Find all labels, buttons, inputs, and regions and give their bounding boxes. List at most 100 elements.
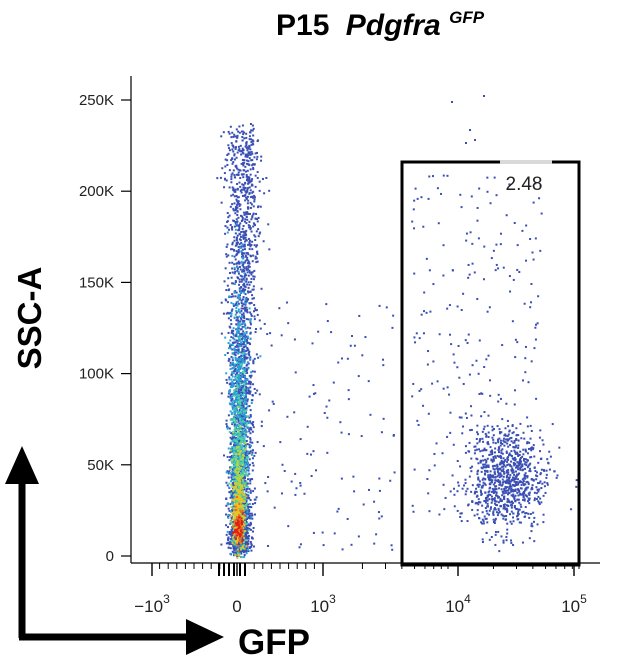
scatter-point <box>245 515 248 518</box>
scatter-point <box>230 323 233 326</box>
scatter-point <box>551 423 554 426</box>
scatter-point <box>248 248 251 251</box>
scatter-point <box>232 452 235 455</box>
scatter-point <box>513 505 516 508</box>
scatter-point <box>235 454 238 457</box>
scatter-point <box>241 464 244 467</box>
scatter-point <box>463 484 466 487</box>
scatter-point <box>248 497 251 500</box>
scatter-point <box>476 424 479 427</box>
scatter-point <box>240 315 243 318</box>
scatter-point <box>486 499 489 502</box>
scatter-point <box>540 487 543 490</box>
scatter-point <box>506 460 509 463</box>
scatter-point <box>249 357 252 360</box>
scatter-point <box>235 473 238 476</box>
scatter-point <box>234 382 237 385</box>
scatter-point <box>504 518 507 521</box>
scatter-point <box>239 480 242 483</box>
scatter-point <box>247 367 250 370</box>
scatter-point <box>244 165 247 168</box>
scatter-point <box>237 425 240 428</box>
scatter-point <box>502 470 505 473</box>
scatter-point <box>245 274 248 277</box>
scatter-point <box>256 171 259 174</box>
scatter-point <box>267 544 270 547</box>
scatter-point <box>239 545 242 548</box>
scatter-point <box>231 446 234 449</box>
scatter-point <box>239 185 242 188</box>
scatter-point <box>238 410 241 413</box>
scatter-point <box>490 490 493 493</box>
scatter-point <box>268 409 271 412</box>
scatter-point <box>232 189 235 192</box>
scatter-point <box>506 474 509 477</box>
scatter-point <box>246 461 249 464</box>
scatter-point <box>491 429 494 432</box>
scatter-point <box>256 260 259 263</box>
scatter-point <box>245 471 248 474</box>
scatter-point <box>251 294 254 297</box>
scatter-point <box>243 410 246 413</box>
scatter-point <box>230 393 233 396</box>
scatter-point <box>245 238 248 241</box>
scatter-point <box>228 482 231 485</box>
scatter-point <box>228 358 231 361</box>
scatter-point <box>244 523 247 526</box>
scatter-point <box>266 490 269 493</box>
scatter-point <box>249 432 252 435</box>
scatter-point <box>243 319 246 322</box>
scatter-point <box>238 283 241 286</box>
scatter-point <box>526 452 529 455</box>
scatter-point <box>527 464 530 467</box>
scatter-point <box>484 507 487 510</box>
scatter-point <box>237 300 240 303</box>
scatter-point <box>503 437 506 440</box>
scatter-point <box>249 180 252 183</box>
scatter-point <box>471 500 474 503</box>
scatter-point <box>245 233 248 236</box>
scatter-point <box>519 422 522 425</box>
scatter-point <box>233 266 236 269</box>
scatter-point <box>230 248 233 251</box>
scatter-point <box>236 546 239 549</box>
scatter-point <box>233 272 236 275</box>
scatter-point <box>488 475 491 478</box>
scatter-point <box>225 255 228 258</box>
scatter-point <box>496 475 499 478</box>
scatter-point <box>347 389 350 392</box>
scatter-point <box>233 446 236 449</box>
scatter-point <box>294 472 297 475</box>
scatter-point <box>253 234 256 237</box>
scatter-point <box>242 224 245 227</box>
scatter-point <box>243 234 246 237</box>
scatter-point <box>240 438 243 441</box>
scatter-point <box>499 432 502 435</box>
scatter-point <box>239 509 242 512</box>
scatter-point <box>514 459 517 462</box>
scatter-point <box>240 323 243 326</box>
scatter-point <box>237 397 240 400</box>
scatter-point <box>501 514 504 517</box>
scatter-point <box>229 397 232 400</box>
scatter-point <box>512 479 515 482</box>
scatter-point <box>513 506 516 509</box>
scatter-point <box>238 521 241 524</box>
scatter-point <box>535 474 538 477</box>
scatter-point <box>231 542 234 545</box>
scatter-point <box>247 388 250 391</box>
scatter-point <box>503 489 506 492</box>
scatter-point <box>239 491 242 494</box>
scatter-point <box>312 392 315 395</box>
scatter-point <box>239 484 242 487</box>
scatter-point <box>242 236 245 239</box>
scatter-point <box>234 270 237 273</box>
scatter-point <box>507 458 510 461</box>
scatter-point <box>239 268 242 271</box>
scatter-point <box>227 254 230 257</box>
scatter-point <box>504 434 507 437</box>
scatter-point <box>234 378 237 381</box>
scatter-point <box>249 254 252 257</box>
scatter-point <box>246 512 249 515</box>
scatter-point <box>530 486 533 489</box>
